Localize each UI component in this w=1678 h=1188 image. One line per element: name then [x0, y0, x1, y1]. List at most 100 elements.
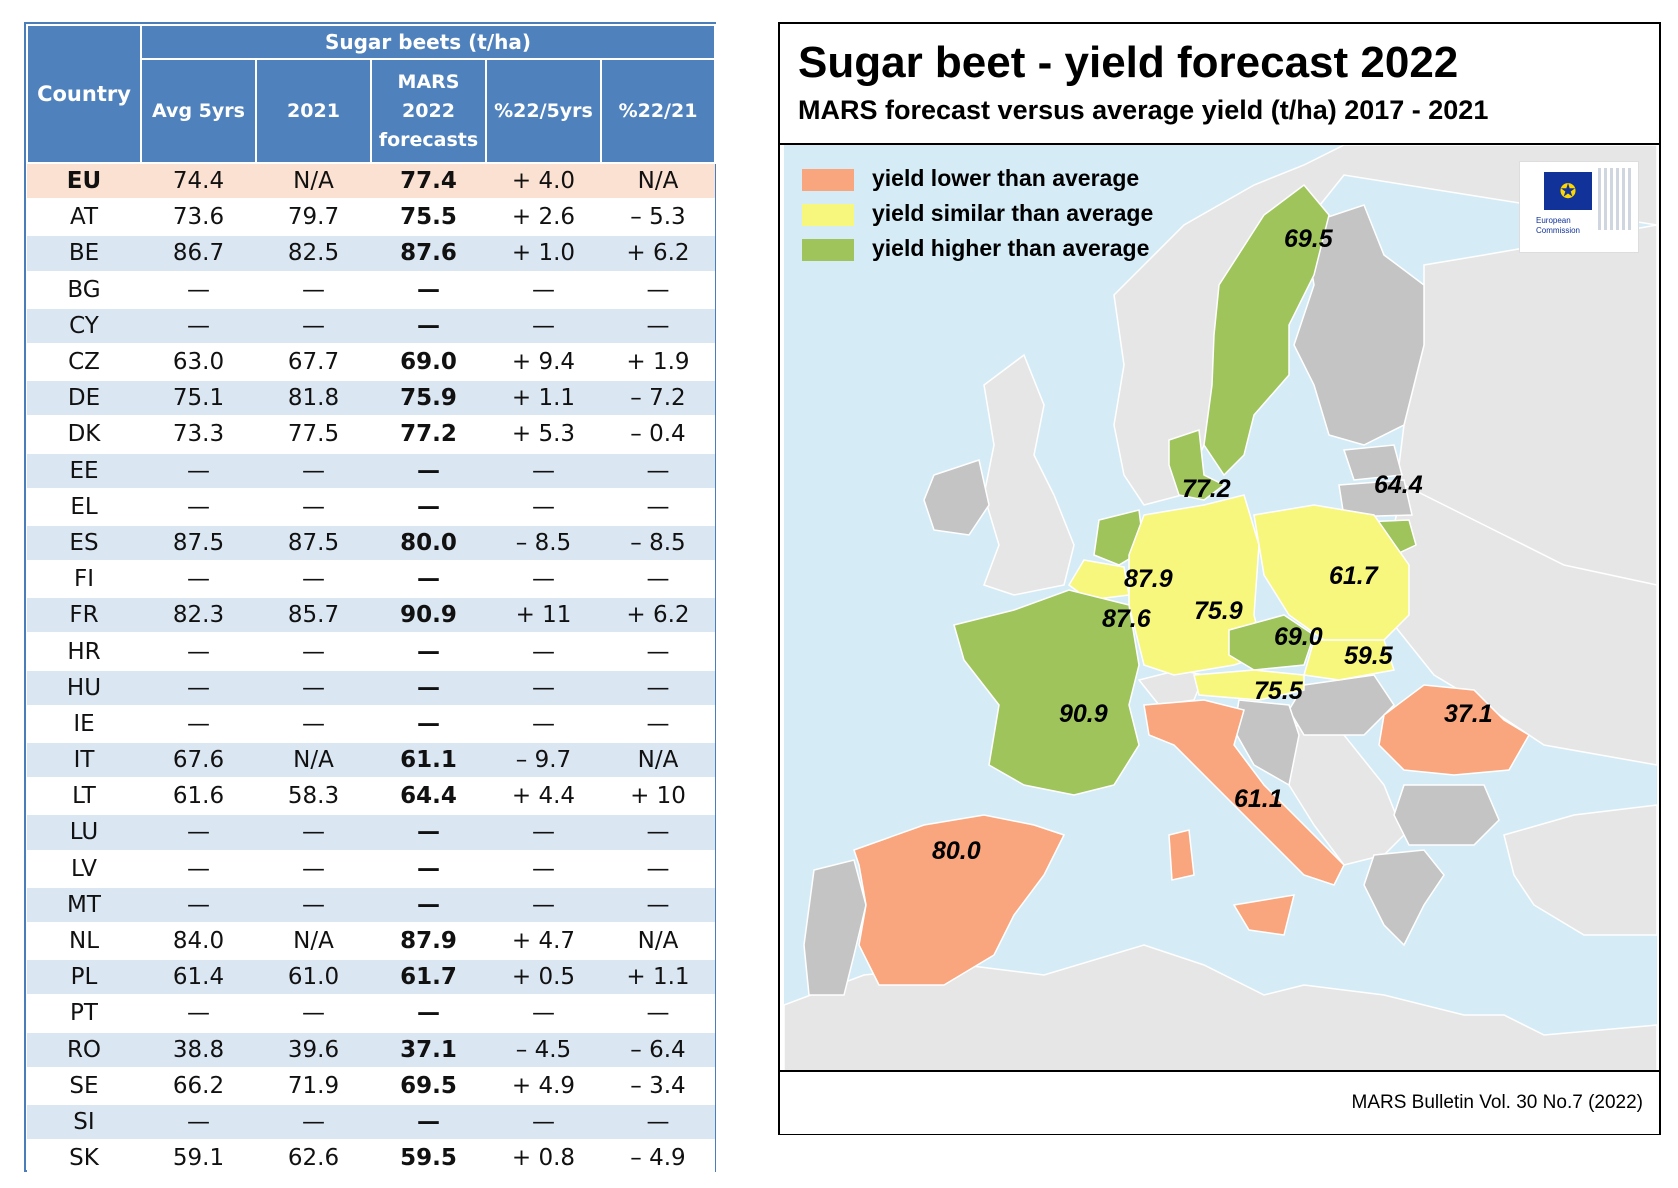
cell-pct21: —	[601, 814, 715, 852]
table-row: LU — — — — —	[27, 814, 715, 852]
cell-2021: N/A	[256, 742, 371, 780]
cell-forecast: 75.9	[371, 380, 486, 418]
cell-pct5: —	[486, 669, 601, 707]
cell-pct21: – 5.3	[601, 199, 715, 237]
cell-country: BE	[27, 235, 141, 273]
cell-avg5: —	[141, 886, 256, 924]
table-body: EU 74.4 N/A 77.4 + 4.0 N/A AT 73.6 79.7 75.5 + 2.6…	[27, 163, 715, 1178]
european-commission-logo: ✪ European Commission	[1519, 161, 1639, 253]
cell-forecast: —	[371, 307, 486, 345]
table-row: CZ 63.0 67.7 69.0 + 9.4 + 1.9	[27, 343, 715, 382]
map-panel: Sugar beet - yield forecast 2022 MARS fo…	[778, 22, 1661, 1135]
cell-pct5: —	[486, 886, 601, 924]
table-row: BG — — — — —	[27, 271, 715, 309]
table-row: ES 87.5 87.5 80.0– 8.5– 8.5	[27, 524, 715, 563]
header-pct21: %22/21	[600, 58, 716, 164]
cell-2021: —	[256, 561, 371, 599]
land-czechia	[1228, 614, 1315, 671]
cell-pct21: —	[601, 995, 715, 1033]
cell-pct5: + 1.0	[486, 235, 601, 273]
cell-forecast: —	[371, 561, 486, 599]
cell-forecast: 77.4	[371, 163, 486, 201]
cell-pct21: + 6.2	[601, 597, 715, 635]
cell-forecast: —	[371, 488, 486, 526]
cell-country: ES	[27, 524, 141, 563]
cell-avg5: 67.6	[141, 742, 256, 780]
header-forecast: MARS 2022 forecasts	[370, 58, 487, 164]
cell-pct5: + 0.8	[486, 1140, 601, 1178]
table-row: PL 61.4 61.0 61.7 + 0.5 + 1.1	[27, 959, 715, 997]
cell-country: AT	[27, 199, 141, 237]
table-row: CY — — — — —	[27, 307, 715, 345]
header-avg5: Avg 5yrs	[140, 58, 257, 164]
cell-forecast: —	[371, 995, 486, 1033]
cell-country: HR	[27, 633, 141, 671]
map-value-at: 75.5	[1254, 677, 1303, 705]
cell-avg5: 59.1	[141, 1140, 256, 1178]
cell-avg5: 74.4	[141, 163, 256, 201]
cell-forecast: —	[371, 1103, 486, 1142]
map-value-cz: 69.0	[1274, 623, 1323, 651]
land-estonia	[1342, 444, 1403, 481]
cell-avg5: —	[141, 1103, 256, 1142]
cell-forecast: 80.0	[371, 524, 486, 563]
cell-pct21: —	[601, 850, 715, 888]
cell-pct21: – 4.9	[601, 1140, 715, 1178]
cell-2021: —	[256, 850, 371, 888]
cell-forecast: 75.5	[371, 199, 486, 237]
land-denmark	[1168, 428, 1226, 501]
table-row: BE 86.7 82.5 87.6 + 1.0 + 6.2	[27, 235, 715, 273]
map-value-be: 87.6	[1102, 605, 1151, 633]
cell-2021: —	[256, 307, 371, 345]
cell-country: LV	[27, 850, 141, 888]
map-value-dk: 77.2	[1182, 475, 1231, 503]
table-row: FR 82.3 85.7 90.9 + 11 + 6.2	[27, 597, 715, 635]
map-value-se: 69.5	[1284, 225, 1333, 253]
cell-pct21: —	[601, 488, 715, 526]
cell-country: IT	[27, 742, 141, 780]
header-group: Sugar beets (t/ha)	[140, 24, 716, 60]
europe-map	[784, 145, 1657, 1088]
cell-pct21: —	[601, 669, 715, 707]
cell-pct21: – 8.5	[601, 524, 715, 563]
cell-pct5: —	[486, 452, 601, 490]
cell-pct21: + 1.9	[601, 343, 715, 382]
cell-avg5: 82.3	[141, 597, 256, 635]
cell-pct21: + 6.2	[601, 235, 715, 273]
cell-avg5: —	[141, 814, 256, 852]
cell-pct5: + 4.4	[486, 778, 601, 816]
cell-forecast: —	[371, 814, 486, 852]
cell-2021: 85.7	[256, 597, 371, 635]
cell-pct21: – 3.4	[601, 1067, 715, 1105]
header-country: Country	[26, 24, 142, 164]
cell-forecast: 87.9	[371, 922, 486, 961]
cell-forecast: 59.5	[371, 1140, 486, 1178]
cell-country: SE	[27, 1067, 141, 1105]
cell-forecast: 69.0	[371, 343, 486, 382]
cell-pct21: —	[601, 886, 715, 924]
cell-pct21: N/A	[601, 742, 715, 780]
cell-pct5: + 9.4	[486, 343, 601, 382]
cell-avg5: —	[141, 850, 256, 888]
cell-pct5: + 4.7	[486, 922, 601, 961]
map-header: Sugar beet - yield forecast 2022 MARS fo…	[780, 24, 1659, 145]
land-uk	[983, 353, 1075, 596]
land-africa	[784, 944, 1657, 1088]
table-row: SK 59.1 62.6 59.5 + 0.8– 4.9	[27, 1140, 715, 1178]
land-slovakia	[1303, 639, 1395, 681]
map-value-nl: 87.9	[1124, 565, 1173, 593]
land-france	[953, 589, 1140, 796]
cell-country: LU	[27, 814, 141, 852]
cell-2021: 81.8	[256, 380, 371, 418]
eu-flag-icon	[1544, 172, 1592, 210]
cell-pct21: N/A	[601, 922, 715, 961]
cell-pct21: —	[601, 561, 715, 599]
cell-avg5: —	[141, 452, 256, 490]
cell-avg5: 84.0	[141, 922, 256, 961]
cell-pct5: —	[486, 705, 601, 744]
cell-2021: 61.0	[256, 959, 371, 997]
cell-forecast: 69.5	[371, 1067, 486, 1105]
cell-2021: 71.9	[256, 1067, 371, 1105]
map-footer: MARS Bulletin Vol. 30 No.7 (2022)	[780, 1070, 1659, 1134]
legend-swatch-lower	[802, 169, 854, 191]
